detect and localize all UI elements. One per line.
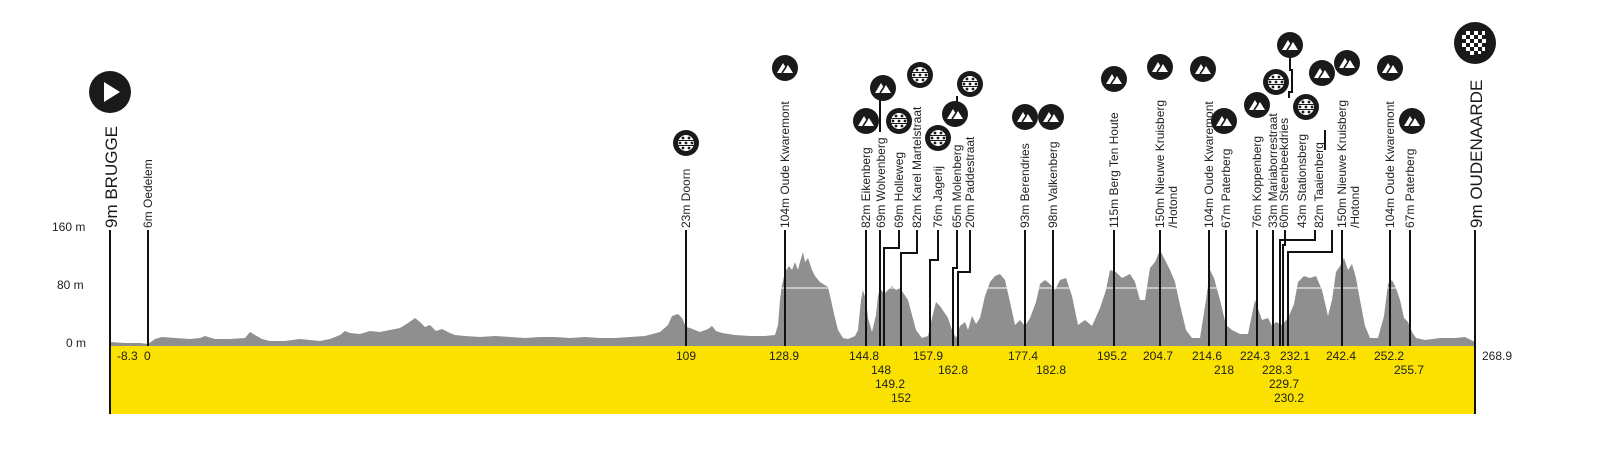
km-label: 149.2 xyxy=(875,377,905,391)
climb-icon xyxy=(1037,103,1065,131)
point-label: 150m Nieuwe Kruisberg xyxy=(1153,100,1167,228)
cobbles-icon xyxy=(885,107,913,135)
km-label: 214.6 xyxy=(1192,349,1222,363)
km-labels: -8.3 0 109 128.9 144.8 148 149.2 152 157… xyxy=(117,349,1512,405)
km-label: 268.9 xyxy=(1482,349,1512,363)
cobbles-icon xyxy=(1262,68,1290,96)
climb-icon xyxy=(1376,54,1404,82)
point-label: 67m Paterberg xyxy=(1403,149,1417,228)
climb-icon xyxy=(1100,65,1128,93)
point-label: 76m Jagerij xyxy=(931,166,945,228)
point-label: 69m Holleweg xyxy=(892,152,906,228)
point-label: 98m Valkenberg xyxy=(1046,142,1060,229)
point-label: 65m Molenberg xyxy=(950,145,964,228)
point-label-line2: /Hotond xyxy=(1348,186,1362,228)
cobbles-icon xyxy=(924,124,952,152)
point-label: 104m Oude Kwaremont xyxy=(778,101,792,228)
km-label: 252.2 xyxy=(1374,349,1404,363)
point-label: 82m Taaienberg xyxy=(1312,142,1326,228)
km-label: 152 xyxy=(891,391,911,405)
point-label: 82m Eikenberg xyxy=(859,147,873,228)
y-tick-80: 80 m xyxy=(57,278,84,292)
start-town-label: 9m BRUGGE xyxy=(102,126,121,228)
km-label: 255.7 xyxy=(1394,363,1424,377)
km-label: 109 xyxy=(676,349,696,363)
climb-icon xyxy=(1189,55,1217,83)
km-label: 0 xyxy=(144,349,151,363)
cobbles-icon xyxy=(906,61,934,89)
km-label: 242.4 xyxy=(1326,349,1356,363)
climb-icon xyxy=(1011,103,1039,131)
marker-poles xyxy=(147,57,1411,346)
climb-icon xyxy=(941,100,969,128)
point-label: 150m Nieuwe Kruisberg xyxy=(1335,100,1349,228)
point-label: 93m Berendries xyxy=(1018,143,1032,228)
km-label: 232.1 xyxy=(1280,349,1310,363)
cobbles-icon xyxy=(672,129,700,157)
cobbles-icon xyxy=(956,70,984,98)
km-label: 144.8 xyxy=(849,349,879,363)
point-label: 33m Mariaborrestraat xyxy=(1266,113,1280,228)
y-tick-160: 160 m xyxy=(52,220,85,234)
point-label: 43m Stationsberg xyxy=(1295,134,1309,228)
point-label: 60m Steenbeekdries xyxy=(1277,118,1291,228)
km-label: 230.2 xyxy=(1274,391,1304,405)
km-label: 177.4 xyxy=(1008,349,1038,363)
climb-icon xyxy=(1146,53,1174,81)
finish-town-label: 9m OUDENAARDE xyxy=(1467,80,1486,228)
point-label: 69m Wolvenberg xyxy=(874,138,888,229)
km-label: 182.8 xyxy=(1036,363,1066,377)
km-label: 204.7 xyxy=(1143,349,1173,363)
km-label: 157.9 xyxy=(913,349,943,363)
climb-icon xyxy=(771,54,799,82)
point-label: 82m Karel Martelstraat xyxy=(910,106,924,228)
point-label: 115m Berg Ten Houte xyxy=(1107,112,1121,228)
distance-band xyxy=(110,346,1475,414)
km-label: 228.3 xyxy=(1262,363,1292,377)
climb-icon xyxy=(1276,31,1304,59)
y-tick-0: 0 m xyxy=(66,336,86,350)
km-label: 162.8 xyxy=(938,363,968,377)
point-label: 104m Oude Kwaremont xyxy=(1202,101,1216,228)
point-label: 104m Oude Kwaremont xyxy=(1383,101,1397,228)
point-label: 6m Oedelem xyxy=(141,159,155,228)
climb-icon xyxy=(1308,59,1336,87)
finish-checkered-icon xyxy=(1454,22,1496,64)
elevation-area xyxy=(110,250,1475,346)
climb-icon xyxy=(869,74,897,102)
km-label: 229.7 xyxy=(1269,377,1299,391)
point-label: 76m Koppenberg xyxy=(1250,136,1264,228)
point-label-line2: /Hotond xyxy=(1166,186,1180,228)
km-label: 128.9 xyxy=(769,349,799,363)
km-label: 195.2 xyxy=(1097,349,1127,363)
climb-icon xyxy=(852,107,880,135)
point-label: 20m Paddestraat xyxy=(963,136,977,228)
cobbles-icon xyxy=(1292,93,1320,121)
climb-icon xyxy=(1333,49,1361,77)
point-label: 67m Paterberg xyxy=(1219,149,1233,228)
km-label: 218 xyxy=(1214,363,1234,377)
start-play-icon xyxy=(89,71,131,113)
km-label: 224.3 xyxy=(1240,349,1270,363)
climb-icon xyxy=(1398,107,1426,135)
km-label: 148 xyxy=(871,363,891,377)
point-label: 23m Doorn xyxy=(679,169,693,228)
km-label: -8.3 xyxy=(117,349,138,363)
